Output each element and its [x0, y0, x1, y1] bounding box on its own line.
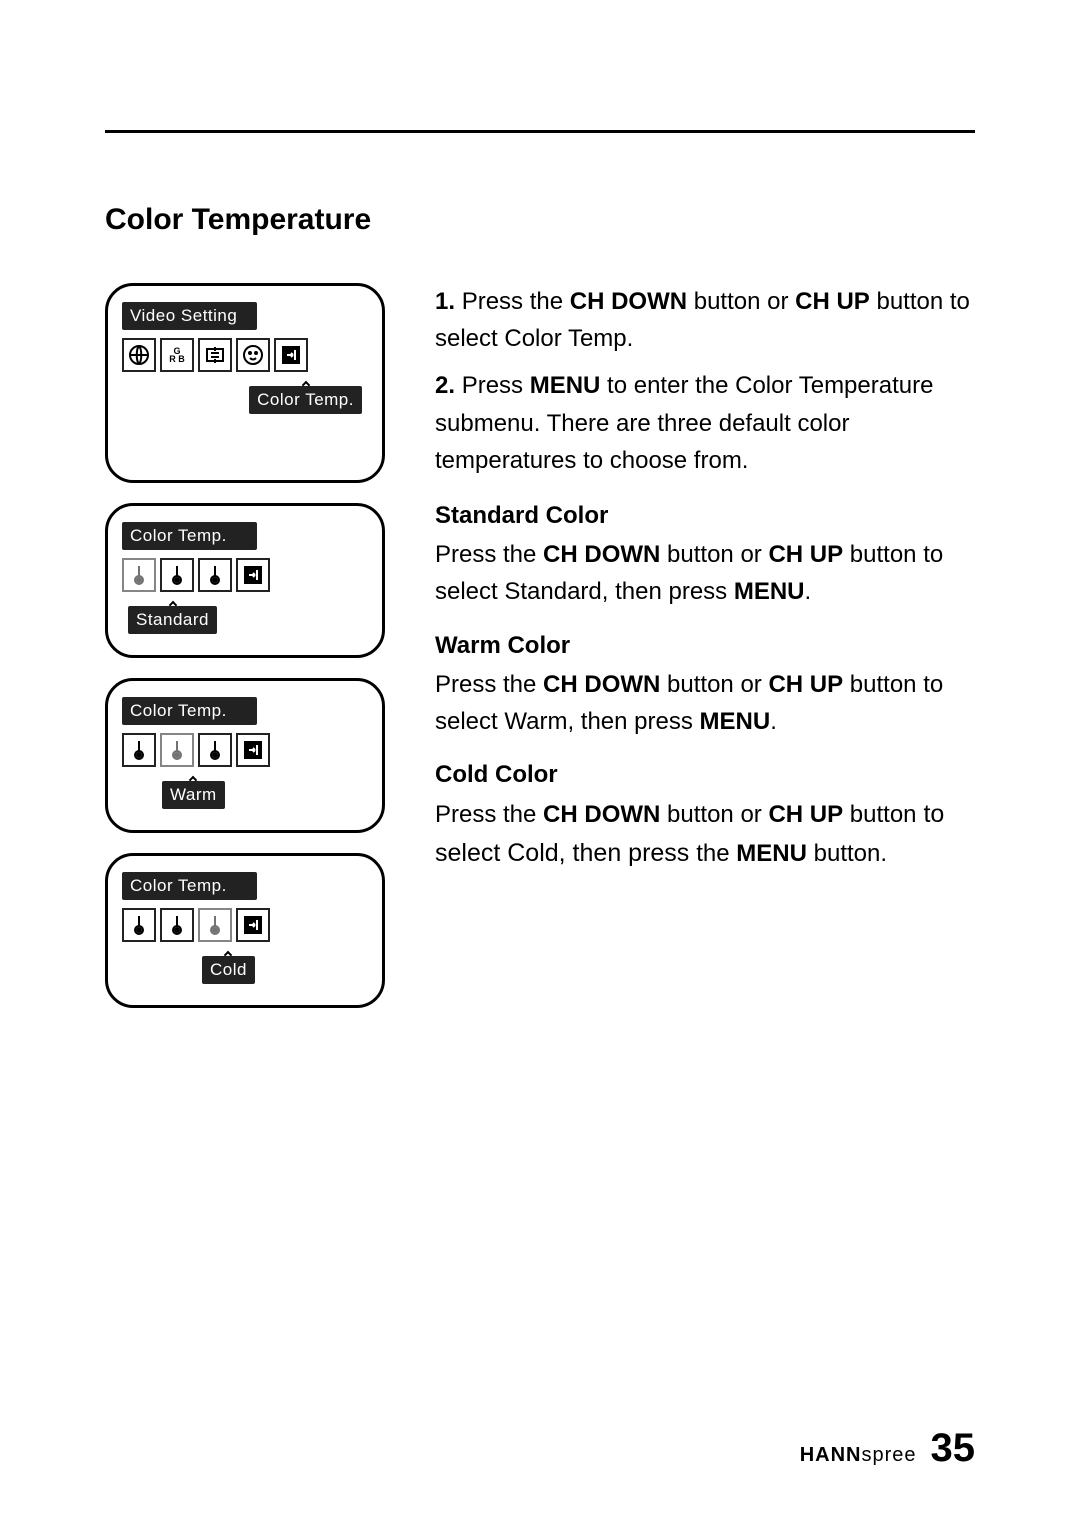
- button-ref-ch-down: CH DOWN: [543, 671, 660, 698]
- globe-icon: [122, 338, 156, 372]
- text: button or: [660, 541, 768, 568]
- thermometer-icon: [198, 558, 232, 592]
- osd-panel-warm: Color Temp. Warm: [105, 678, 385, 833]
- brand-logo: HANNspree: [800, 1444, 917, 1467]
- osd-title-color-temp-3: Color Temp.: [122, 872, 257, 900]
- button-ref-ch-up: CH UP: [768, 671, 843, 698]
- thermometer-icon: [198, 733, 232, 767]
- subhead-warm: Warm Color: [435, 627, 975, 664]
- step-number: 2.: [435, 372, 462, 399]
- osd-icon-row: [122, 558, 368, 592]
- brand-part-2: spree: [861, 1444, 916, 1466]
- step-1: 1. Press the CH DOWN button or CH UP but…: [435, 283, 975, 357]
- section-title: Color Temperature: [105, 203, 975, 237]
- osd-icon-row: [122, 733, 368, 767]
- text: Press the: [435, 671, 543, 698]
- text: Press the: [462, 288, 570, 315]
- thermometer-icon: [122, 558, 156, 592]
- button-ref-menu: MENU: [700, 708, 771, 735]
- thermometer-icon: [122, 733, 156, 767]
- step-2: 2. Press MENU to enter the Color Tempera…: [435, 367, 975, 479]
- text: .: [770, 708, 777, 735]
- text: button or: [660, 801, 768, 828]
- para-warm: Press the CH DOWN button or CH UP button…: [435, 666, 975, 740]
- exit-icon: [274, 338, 308, 372]
- osd-selected-warm: Warm: [162, 781, 225, 809]
- thermometer-icon: [160, 558, 194, 592]
- page-number: 35: [931, 1426, 976, 1471]
- text: button.: [807, 840, 887, 867]
- osd-icon-row: GR B: [122, 338, 368, 372]
- button-ref-ch-up: CH UP: [768, 541, 843, 568]
- button-ref-ch-up: CH UP: [768, 801, 843, 828]
- para-cold: Press the CH DOWN button or CH UP button…: [435, 795, 975, 873]
- thermometer-icon: [122, 908, 156, 942]
- osd-title-video-setting: Video Setting: [122, 302, 257, 330]
- osd-title-color-temp-2: Color Temp.: [122, 697, 257, 725]
- osd-title-color-temp-1: Color Temp.: [122, 522, 257, 550]
- button-ref-menu: MENU: [736, 840, 807, 867]
- brand-part-1: HANN: [800, 1444, 862, 1466]
- text: button or: [660, 671, 768, 698]
- subhead-cold: Cold Color: [435, 756, 975, 793]
- osd-panel-standard: Color Temp. Standard: [105, 503, 385, 658]
- top-rule: [105, 130, 975, 133]
- para-standard: Press the CH DOWN button or CH UP button…: [435, 536, 975, 610]
- step-number: 1.: [435, 288, 462, 315]
- text: Press the: [435, 801, 543, 828]
- text: Press: [462, 372, 530, 399]
- text: button or: [687, 288, 795, 315]
- exit-icon: [236, 558, 270, 592]
- osd-selected-standard: Standard: [128, 606, 217, 634]
- osd-panel-column: Video Setting GR B: [105, 283, 395, 1008]
- thermometer-icon: [198, 908, 232, 942]
- osd-panel-cold: Color Temp. Cold: [105, 853, 385, 1008]
- osd-icon-row: [122, 908, 368, 942]
- text: the: [696, 840, 736, 867]
- osd-option-color-temp: Color Temp.: [249, 386, 362, 414]
- button-ref-ch-down: CH DOWN: [570, 288, 687, 315]
- button-ref-ch-down: CH DOWN: [543, 541, 660, 568]
- button-ref-ch-down: CH DOWN: [543, 801, 660, 828]
- button-ref-menu: MENU: [530, 372, 601, 399]
- exit-icon: [236, 908, 270, 942]
- instructions-column: 1. Press the CH DOWN button or CH UP but…: [435, 283, 975, 1008]
- thermometer-icon: [160, 733, 194, 767]
- face-icon: [236, 338, 270, 372]
- text: Press the: [435, 541, 543, 568]
- levels-icon: [198, 338, 232, 372]
- text: button: [843, 801, 916, 828]
- thermometer-icon: [160, 908, 194, 942]
- button-ref-ch-up: CH UP: [795, 288, 870, 315]
- subhead-standard: Standard Color: [435, 497, 975, 534]
- osd-panel-video-setting: Video Setting GR B: [105, 283, 385, 483]
- text: .: [805, 578, 812, 605]
- exit-icon: [236, 733, 270, 767]
- osd-selected-cold: Cold: [202, 956, 255, 984]
- button-ref-menu: MENU: [734, 578, 805, 605]
- rgb-icon: GR B: [160, 338, 194, 372]
